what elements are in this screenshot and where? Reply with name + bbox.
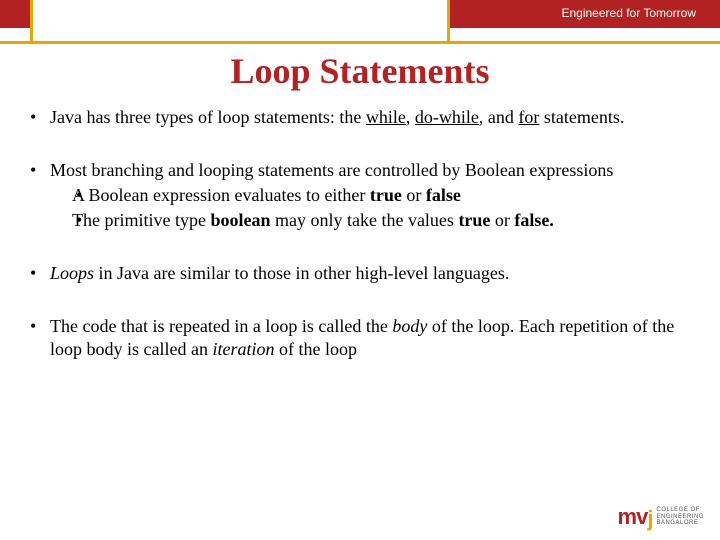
header-tab-block	[30, 0, 450, 44]
slide-title: Loop Statements	[0, 50, 720, 92]
text: may only take the values	[270, 210, 458, 230]
text: A Boolean expression evaluates to either	[72, 185, 370, 205]
bullet-item: Most branching and looping statements ar…	[28, 159, 692, 232]
keyword-while: while	[366, 107, 406, 127]
logo-letter-v: v	[636, 504, 647, 529]
keyword-body: body	[392, 316, 427, 336]
text: , and	[479, 107, 519, 127]
slide-content: Java has three types of loop statements:…	[28, 106, 692, 391]
sub-bullet-item: A Boolean expression evaluates to either…	[50, 184, 692, 207]
text: or	[402, 185, 426, 205]
text: statements.	[539, 107, 624, 127]
header-tagline: Engineered for Tomorrow	[561, 6, 696, 20]
text: ,	[406, 107, 415, 127]
logo-line1: COLLEGE OF	[656, 507, 704, 514]
logo-text: COLLEGE OF ENGINEERING BANGALORE	[656, 507, 704, 527]
keyword-false: false	[426, 185, 461, 205]
header-underline	[0, 41, 720, 44]
keyword-false: false.	[514, 210, 554, 230]
keyword-do-while: do-while	[415, 107, 479, 127]
logo-line2: ENGINEERING	[656, 514, 704, 521]
sub-bullet-item: The primitive type boolean may only take…	[50, 209, 692, 232]
keyword-true: true	[370, 185, 402, 205]
text: The primitive type	[72, 210, 210, 230]
text: Most branching and looping statements ar…	[50, 160, 613, 180]
bullet-item: The code that is repeated in a loop is c…	[28, 315, 692, 361]
keyword-for: for	[518, 107, 539, 127]
bullet-item: Loops in Java are similar to those in ot…	[28, 262, 692, 285]
keyword-boolean: boolean	[210, 210, 270, 230]
keyword-iteration: iteration	[212, 339, 274, 359]
text: The code that is repeated in a loop is c…	[50, 316, 392, 336]
text: of the loop	[274, 339, 357, 359]
text: in Java are similar to those in other hi…	[94, 263, 509, 283]
text: or	[490, 210, 514, 230]
bullet-item: Java has three types of loop statements:…	[28, 106, 692, 129]
logo-letter-m: m	[618, 504, 637, 529]
keyword-loops: Loops	[50, 263, 94, 283]
logo-mark: mvj	[618, 504, 653, 530]
text: Java has three types of loop statements:…	[50, 107, 366, 127]
logo-line3: BANGALORE	[656, 520, 704, 527]
footer-logo: mvj COLLEGE OF ENGINEERING BANGALORE	[618, 504, 704, 530]
keyword-true: true	[458, 210, 490, 230]
logo-letter-j: j	[647, 506, 652, 532]
